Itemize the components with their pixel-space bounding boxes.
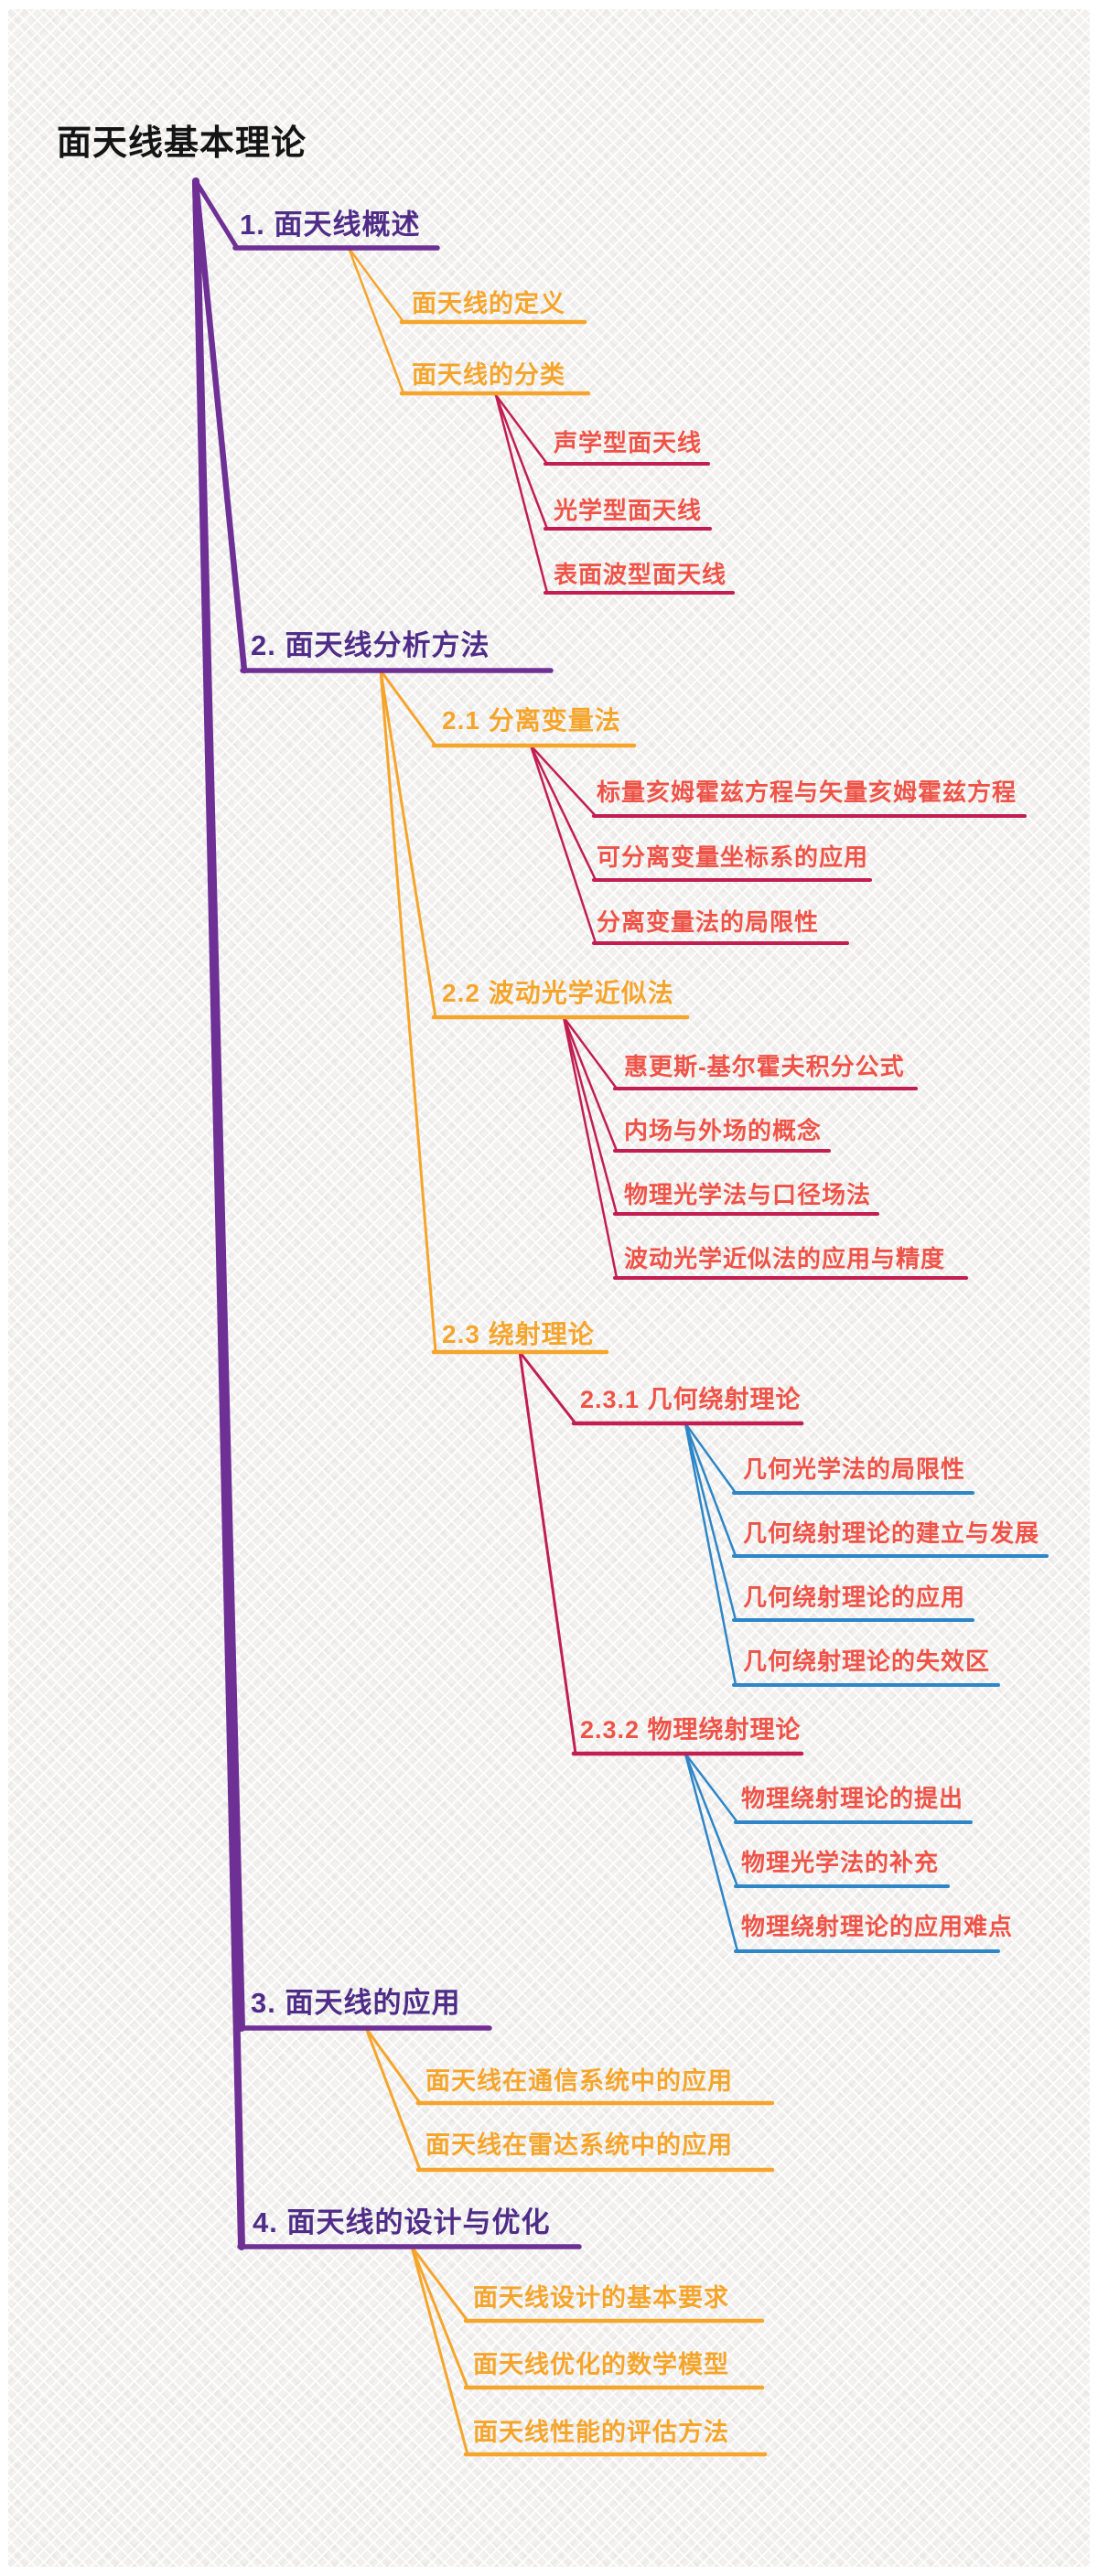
branch-connector-line: [518, 1350, 577, 1755]
node-surface-wave-type[interactable]: 表面波型面天线: [554, 561, 727, 588]
branch-connector-line: [347, 246, 405, 395]
branch-connector-line: [494, 393, 549, 531]
branch-connector-line: [410, 2245, 469, 2389]
branch-connector-line: [494, 393, 549, 466]
branch-connector-line: [494, 393, 549, 595]
node-optical-type[interactable]: 光学型面天线: [554, 497, 703, 524]
node-radar-systems[interactable]: 面天线在雷达系统中的应用: [425, 2131, 733, 2159]
branch-connector-line: [364, 2026, 422, 2172]
branch-connector-line: [379, 669, 437, 1019]
branch-connector-line: [192, 177, 245, 2250]
node-2-3-2-ptd[interactable]: 2.3.2 物理绕射理论: [580, 1716, 802, 1744]
branch-connector-line: [192, 177, 248, 674]
node-acoustic-type[interactable]: 声学型面天线: [554, 429, 703, 456]
node-separable-coordinates[interactable]: 可分离变量坐标系的应用: [597, 843, 869, 871]
node-2-3-1-gtd[interactable]: 2.3.1 几何绕射理论: [580, 1386, 802, 1413]
node-po-supplement[interactable]: 物理光学法的补充: [741, 1849, 940, 1876]
node-antenna-classification[interactable]: 面天线的分类: [412, 361, 565, 389]
branch-connector-line: [562, 1015, 619, 1090]
branch-connector-line: [410, 2245, 469, 2456]
node-gtd-applications[interactable]: 几何绕射理论的应用: [743, 1583, 966, 1611]
branch-connector-line: [684, 1422, 737, 1622]
branch-connector-line: [364, 2026, 422, 2105]
branch-connector-line: [518, 1350, 577, 1425]
branch-connector-line: [529, 744, 597, 882]
node-2-2-wave-optics[interactable]: 2.2 波动光学近似法: [442, 979, 674, 1007]
node-ptd-difficulties[interactable]: 物理绕射理论的应用难点: [741, 1913, 1014, 1940]
node-antenna-definition[interactable]: 面天线的定义: [412, 290, 565, 317]
node-ptd-proposal[interactable]: 物理绕射理论的提出: [741, 1785, 964, 1812]
branch-connector-line: [379, 669, 437, 1354]
woven-background: [8, 9, 1090, 2567]
branch-connector-line: [529, 744, 597, 818]
node-communication-systems[interactable]: 面天线在通信系统中的应用: [425, 2067, 733, 2095]
node-separation-limitations[interactable]: 分离变量法的局限性: [597, 908, 820, 936]
node-gtd-failure-zone[interactable]: 几何绕射理论的失效区: [743, 1648, 991, 1675]
branch-connector-line: [684, 1752, 739, 1824]
branch-connector-line: [347, 246, 405, 324]
node-2-analysis-methods[interactable]: 2. 面天线分析方法: [251, 629, 490, 661]
branch-connector-line: [562, 1015, 619, 1280]
node-performance-evaluation[interactable]: 面天线性能的评估方法: [473, 2419, 729, 2446]
node-3-applications[interactable]: 3. 面天线的应用: [251, 1987, 461, 2019]
branch-connector-line: [684, 1752, 739, 1888]
node-4-design-optimization[interactable]: 4. 面天线的设计与优化: [253, 2206, 551, 2238]
map-root-title[interactable]: 面天线基本理论: [57, 124, 307, 163]
branch-connector-line: [379, 669, 437, 747]
node-gtd-development[interactable]: 几何绕射理论的建立与发展: [743, 1519, 1040, 1547]
branch-connector-line: [193, 178, 240, 251]
node-design-requirements[interactable]: 面天线设计的基本要求: [473, 2284, 729, 2312]
branch-connector-line: [684, 1422, 737, 1687]
branch-connector-line: [684, 1422, 737, 1558]
branch-connector-line: [684, 1422, 737, 1495]
node-2-1-separation-method[interactable]: 2.1 分离变量法: [442, 706, 621, 735]
branch-connector-line: [562, 1015, 619, 1153]
node-go-limitations[interactable]: 几何光学法的局限性: [743, 1455, 966, 1483]
branch-connector-line: [529, 744, 597, 945]
branch-connector-line: [684, 1752, 739, 1953]
branch-connector-line: [562, 1015, 619, 1216]
node-2-3-diffraction-theory[interactable]: 2.3 绕射理论: [442, 1320, 595, 1348]
node-1-overview[interactable]: 1. 面天线概述: [240, 209, 421, 241]
node-optimization-model[interactable]: 面天线优化的数学模型: [473, 2351, 729, 2378]
node-wave-optics-accuracy[interactable]: 波动光学近似法的应用与精度: [624, 1245, 946, 1272]
node-inner-outer-field[interactable]: 内场与外场的概念: [624, 1117, 823, 1144]
node-helmholtz-equations[interactable]: 标量亥姆霍兹方程与矢量亥姆霍兹方程: [597, 778, 1017, 806]
node-huygens-kirchhoff[interactable]: 惠更斯-基尔霍夫积分公式: [624, 1053, 905, 1080]
node-po-aperture-method[interactable]: 物理光学法与口径场法: [624, 1181, 872, 1208]
branch-connector-line: [410, 2245, 469, 2323]
